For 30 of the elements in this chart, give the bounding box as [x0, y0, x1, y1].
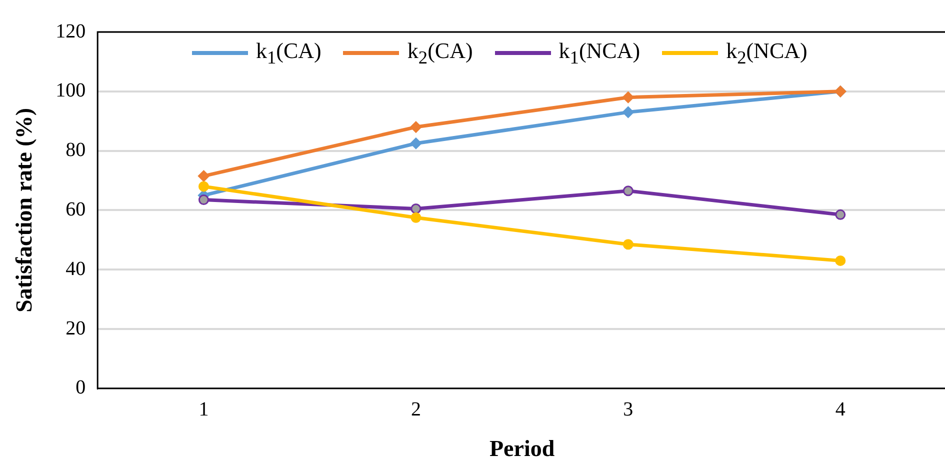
- y-tick-label: 100: [56, 80, 86, 102]
- point: [835, 209, 846, 220]
- legend-label: k$_{2}$(NCA): [726, 38, 808, 68]
- y-tick-label: 80: [66, 139, 86, 162]
- point: [410, 121, 422, 133]
- point: [835, 255, 846, 266]
- point: [410, 138, 422, 150]
- point: [198, 181, 209, 192]
- legend-label: k$_{1}$(CA): [256, 38, 322, 68]
- y-tick-label: 0: [76, 376, 86, 399]
- legend-label: k$_{1}$(NCA): [558, 38, 640, 68]
- y-axis-title: Satisfaction rate (%): [12, 108, 37, 312]
- point: [198, 194, 209, 206]
- x-tick-label: 2: [410, 398, 421, 421]
- x-tick-label: 1: [198, 398, 209, 421]
- point: [410, 203, 422, 214]
- point: [198, 170, 210, 182]
- x-tick-label: 3: [623, 398, 634, 421]
- point: [622, 239, 634, 250]
- x-axis-title: Period: [489, 436, 555, 462]
- legend-label: k$_{2}$(CA): [407, 38, 473, 68]
- point: [410, 212, 422, 223]
- y-tick-label: 40: [66, 258, 86, 280]
- point: [622, 92, 634, 104]
- y-tick-label: 60: [66, 198, 86, 220]
- y-tick-label: 120: [56, 20, 86, 42]
- point: [622, 106, 634, 118]
- y-tick-label: 20: [66, 317, 86, 340]
- point: [622, 186, 634, 196]
- x-tick-label: 4: [835, 398, 846, 421]
